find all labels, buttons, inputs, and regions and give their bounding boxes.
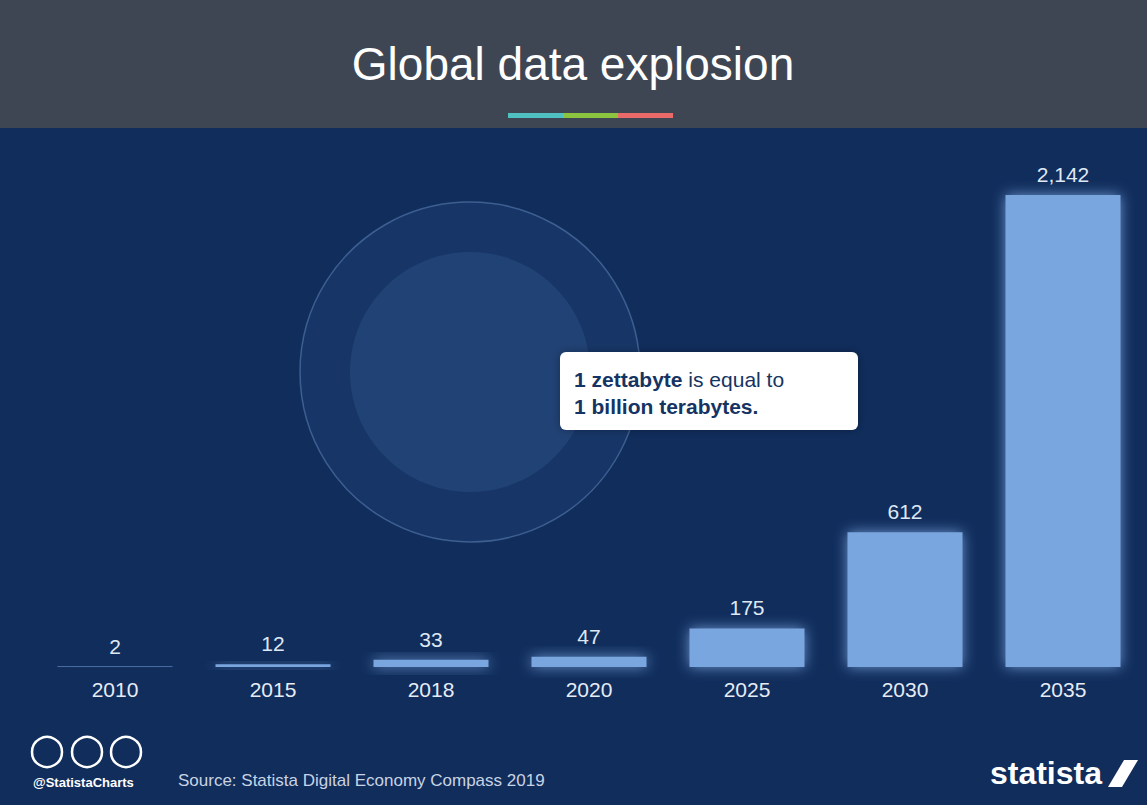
svg-text:47: 47 xyxy=(577,625,600,648)
svg-text:2,142: 2,142 xyxy=(1037,163,1090,186)
svg-text:Global data explosion: Global data explosion xyxy=(352,38,794,90)
svg-text:2010: 2010 xyxy=(92,678,139,701)
svg-text:1 zettabyte: 1 zettabyte xyxy=(574,368,683,391)
svg-text:2015: 2015 xyxy=(250,678,297,701)
svg-text:2035: 2035 xyxy=(1040,678,1087,701)
svg-text:2030: 2030 xyxy=(882,678,929,701)
svg-text:is equal to: is equal to xyxy=(683,368,785,391)
svg-text:175: 175 xyxy=(729,596,764,619)
svg-text:2020: 2020 xyxy=(566,678,613,701)
svg-text:12: 12 xyxy=(261,632,284,655)
svg-text:Source: Statista Digital Econo: Source: Statista Digital Economy Compass… xyxy=(178,771,545,790)
svg-text:statista: statista xyxy=(990,755,1102,791)
svg-text:@StatistaCharts: @StatistaCharts xyxy=(33,775,134,790)
svg-text:33: 33 xyxy=(419,628,442,651)
svg-text:612: 612 xyxy=(887,500,922,523)
svg-text:2025: 2025 xyxy=(724,678,771,701)
svg-text:2: 2 xyxy=(109,635,121,658)
svg-text:1 billion terabytes.: 1 billion terabytes. xyxy=(574,395,758,418)
svg-text:2018: 2018 xyxy=(408,678,455,701)
